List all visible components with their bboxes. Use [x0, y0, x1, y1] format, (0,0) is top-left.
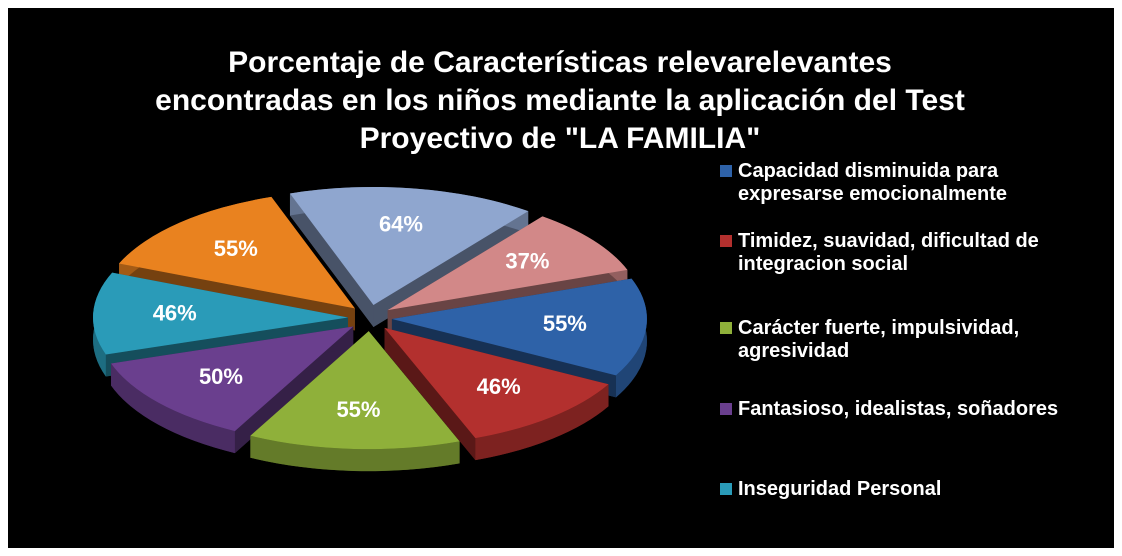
- legend-label: Carácter fuerte, impulsividad, agresivid…: [738, 317, 1020, 362]
- data-label: 55%: [214, 236, 258, 261]
- slice-top: [250, 331, 460, 450]
- data-label: 55%: [543, 311, 587, 336]
- legend-label: Timidez, suavidad, dificultad de integra…: [738, 230, 1039, 275]
- slice-top: [391, 278, 647, 376]
- data-label: 50%: [199, 364, 243, 389]
- slice: 46%: [384, 327, 609, 461]
- slice: 50%: [111, 326, 354, 454]
- slice-side: [384, 327, 476, 461]
- legend-swatch: [720, 403, 732, 415]
- slice-top: [387, 216, 628, 311]
- slice-top: [119, 196, 355, 309]
- slice-top: [384, 327, 609, 439]
- legend-swatch: [720, 235, 732, 247]
- data-label: 37%: [505, 248, 549, 273]
- legend-label: Inseguridad Personal: [738, 478, 942, 500]
- slice-top: [93, 272, 349, 355]
- slice-side: [234, 326, 354, 454]
- chart-title: Porcentaje de Características relevarele…: [155, 46, 965, 155]
- data-label: 46%: [153, 300, 197, 325]
- legend-label: Fantasioso, idealistas, soñadores: [738, 398, 1059, 420]
- slice-top: [111, 326, 354, 432]
- slice: 55%: [250, 331, 460, 472]
- legend-swatch: [720, 165, 732, 177]
- slice-side: [289, 193, 374, 327]
- legend-swatch: [720, 322, 732, 334]
- legend-label: Capacidad disminuida para expresarse emo…: [738, 160, 1008, 205]
- data-label: 55%: [336, 397, 380, 422]
- slice-wall: [250, 435, 460, 472]
- data-label: 46%: [477, 374, 521, 399]
- legend-swatch: [720, 483, 732, 495]
- slice-top: [289, 186, 529, 305]
- data-label: 64%: [379, 212, 423, 237]
- slice-wall: [475, 384, 609, 461]
- slice-wall: [111, 363, 235, 454]
